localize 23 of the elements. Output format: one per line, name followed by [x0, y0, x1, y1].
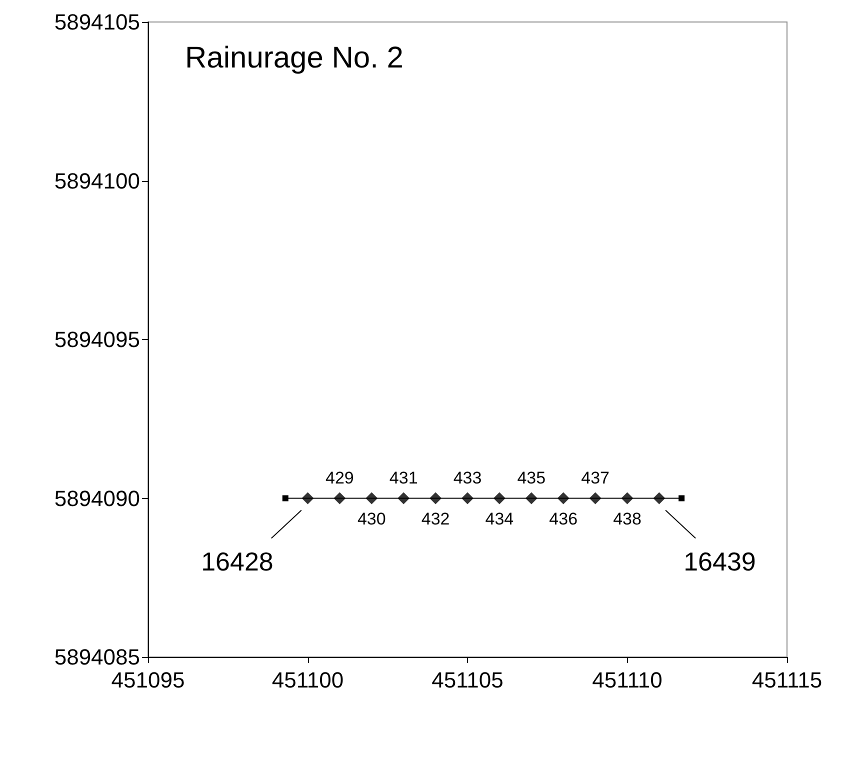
annotation: 435: [517, 468, 546, 488]
annotation: 433: [453, 468, 482, 488]
x-tick-label: 451105: [432, 668, 504, 692]
y-tick-label: 5894090: [54, 486, 140, 511]
annotation: 432: [421, 509, 450, 528]
annotation: 430: [357, 509, 386, 528]
x-tick-label: 451115: [752, 668, 822, 692]
x-tick-label: 451110: [592, 668, 662, 692]
x-tick-label: 451095: [111, 668, 185, 692]
annotation: 438: [613, 509, 642, 528]
annotation: 16428: [201, 546, 274, 576]
y-tick-label: 5894085: [54, 644, 140, 670]
annotation: 431: [389, 468, 418, 488]
annotation: 429: [326, 468, 354, 488]
y-tick-label: 5894100: [54, 168, 140, 194]
annotation: 436: [549, 509, 578, 528]
text: Rainurage No. 2: [185, 42, 404, 74]
y-tick-label: 5894105: [54, 10, 140, 34]
x-tick-label: 451100: [272, 668, 344, 692]
annotation: 437: [581, 468, 610, 488]
annotation: 434: [485, 509, 514, 528]
y-tick-label: 5894095: [54, 327, 140, 352]
annotation: 16439: [684, 546, 756, 576]
